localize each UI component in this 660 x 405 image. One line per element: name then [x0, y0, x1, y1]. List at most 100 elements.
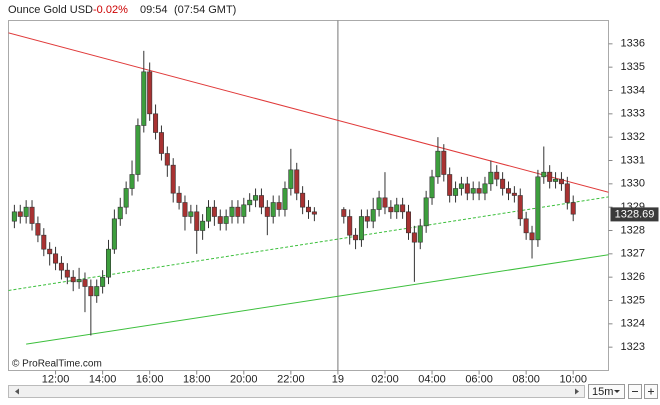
y-tick-label: 1328: [621, 224, 645, 236]
timeframe[interactable]: 15m: [592, 386, 613, 398]
source: © ProRealTime.com: [12, 359, 102, 370]
candle-body: [111, 218, 117, 250]
candle-body: [200, 220, 206, 231]
candle-body: [70, 276, 76, 283]
x-tick-label: 12:00: [42, 373, 70, 385]
x-tick-label: 18:00: [183, 373, 211, 385]
candle-body: [488, 171, 494, 185]
candle-body: [164, 153, 170, 166]
candle-body: [405, 211, 411, 234]
candle-body: [311, 211, 317, 215]
x-tick-label: 02:00: [371, 373, 399, 385]
candle-body: [82, 279, 88, 287]
candle-body: [147, 71, 153, 115]
candle-body: [247, 199, 253, 206]
candle-body: [541, 171, 547, 178]
candle-body: [476, 188, 482, 194]
candle-body: [517, 195, 523, 220]
candle-body: [47, 248, 53, 255]
candle-body: [464, 183, 470, 194]
candle-body: [288, 169, 294, 189]
candle-body: [358, 216, 364, 241]
candle-body: [388, 206, 394, 213]
candle-body: [229, 206, 235, 217]
candle-body: [23, 206, 29, 217]
candle-body: [170, 164, 176, 194]
candle-body: [553, 178, 559, 182]
scroll-left[interactable]: [15, 388, 19, 395]
candle-body: [53, 253, 59, 264]
scrollbar: 15m: [8, 384, 658, 399]
y-tick-label: 1324: [621, 318, 645, 330]
candle-body: [11, 211, 17, 222]
candle-body: [370, 209, 376, 222]
y-tick-label: 1333: [621, 108, 645, 120]
candle-body: [100, 276, 106, 287]
candle-body: [223, 216, 229, 224]
candle-body: [88, 286, 94, 297]
x-tick-label: 19: [332, 373, 344, 385]
y-tick-label: 1330: [621, 178, 645, 190]
candle-body: [117, 206, 123, 220]
candle-body: [158, 132, 164, 154]
candle-body: [570, 202, 576, 215]
x-tick-label: 16:00: [136, 373, 164, 385]
candle-body: [305, 206, 311, 213]
candle-body: [347, 216, 353, 236]
candle-body: [294, 169, 300, 194]
candle-body: [35, 223, 41, 236]
plus-icon: [648, 388, 654, 395]
candle-body: [482, 183, 488, 194]
candle-body: [547, 171, 553, 182]
candle-body: [376, 197, 382, 210]
candle-body: [211, 206, 217, 217]
candle-body: [282, 188, 288, 210]
candle-body: [453, 188, 459, 196]
candle-body: [217, 216, 223, 224]
candle-body: [58, 262, 64, 271]
candle-body: [141, 71, 147, 126]
scroll-track[interactable]: [8, 385, 585, 398]
y-tick-label: 1335: [621, 61, 645, 73]
candle-body: [423, 197, 429, 227]
y-tick-label: 1325: [621, 294, 645, 306]
candle-body: [564, 183, 570, 203]
candle-body: [394, 204, 400, 213]
candle-body: [94, 286, 100, 297]
candle-body: [411, 232, 417, 243]
candle-body: [441, 150, 447, 175]
candle-body: [505, 188, 511, 194]
candle-body: [494, 171, 500, 180]
y-tick-label: 1323: [621, 341, 645, 353]
candle-body: [511, 192, 517, 196]
time: 09:54: [140, 4, 168, 16]
candle-body: [300, 192, 306, 208]
candle-body: [270, 202, 276, 217]
candle-body: [458, 183, 464, 189]
candle-body: [264, 206, 270, 217]
scroll-right[interactable]: [575, 388, 579, 395]
candle-body: [76, 279, 82, 283]
candle-body: [235, 206, 241, 217]
candle-body: [341, 209, 347, 217]
candle-body: [253, 195, 259, 201]
candle-body: [206, 206, 212, 222]
candle-body: [400, 204, 406, 213]
dropdown-arrow[interactable]: [614, 390, 620, 393]
y-tick-label: 1331: [621, 154, 645, 166]
candle-body: [176, 192, 182, 203]
x-tick-label: 06:00: [465, 373, 493, 385]
candle-body: [17, 211, 23, 217]
trendline: [8, 32, 609, 193]
timeframe-select[interactable]: [588, 384, 625, 399]
y-tick-label: 1336: [621, 38, 645, 50]
candle-body: [106, 248, 112, 278]
candle-body: [529, 232, 535, 241]
candle-body: [188, 211, 194, 217]
x-tick-label: 14:00: [89, 373, 117, 385]
candle-body: [182, 202, 188, 217]
change: -0.02%: [93, 4, 128, 16]
candle-body: [258, 195, 264, 208]
candle-body: [429, 176, 435, 199]
